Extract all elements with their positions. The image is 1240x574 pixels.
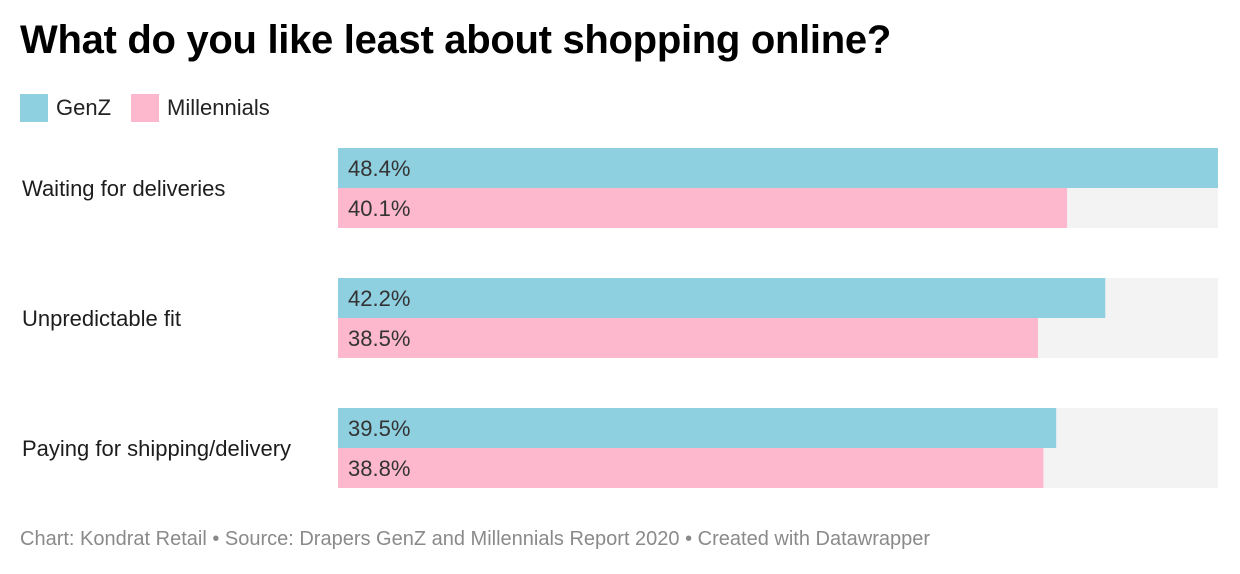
legend-label-genz: GenZ xyxy=(56,95,112,120)
chart-legend: GenZ Millennials xyxy=(20,92,290,124)
data-label: 42.2% xyxy=(348,286,410,311)
data-label: 48.4% xyxy=(348,156,410,181)
data-label: 38.8% xyxy=(348,456,410,481)
legend-swatch-millennials xyxy=(131,94,160,122)
legend-swatch-genz xyxy=(20,94,48,122)
bar-millennials xyxy=(338,448,1044,488)
bar-millennials xyxy=(338,188,1068,228)
category-label: Waiting for deliveries xyxy=(22,176,225,201)
bar-millennials xyxy=(338,318,1038,358)
bar-genz xyxy=(338,148,1218,188)
bar-genz xyxy=(338,278,1106,318)
chart-title: What do you like least about shopping on… xyxy=(20,18,891,62)
category-label: Paying for shipping/delivery xyxy=(22,436,291,461)
data-label: 39.5% xyxy=(348,416,410,441)
chart-footer: Chart: Kondrat Retail • Source: Drapers … xyxy=(20,528,930,550)
legend-item-millennials: Millennials xyxy=(131,94,270,122)
data-label: 38.5% xyxy=(348,326,410,351)
bar-genz xyxy=(338,408,1057,448)
category-label: Unpredictable fit xyxy=(22,306,181,331)
legend-item-genz: GenZ xyxy=(20,94,111,122)
legend-label-millennials: Millennials xyxy=(167,95,270,120)
data-label: 40.1% xyxy=(348,196,410,221)
